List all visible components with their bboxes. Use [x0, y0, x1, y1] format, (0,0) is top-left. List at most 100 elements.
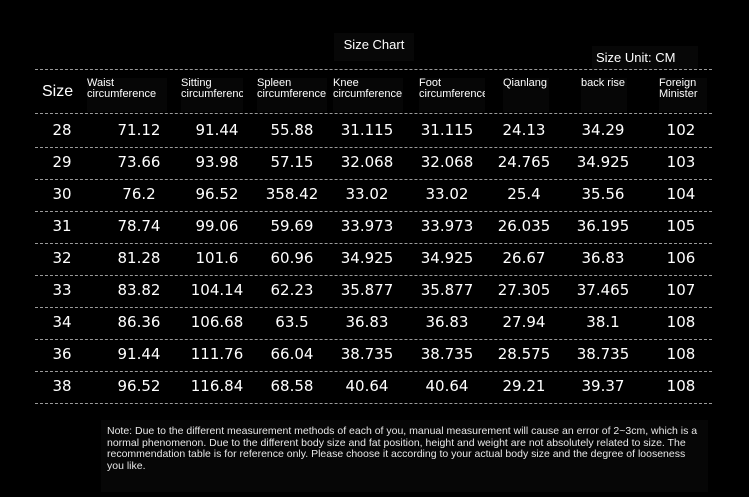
table-cell: 35.877: [420, 281, 474, 299]
table-cell: 31: [52, 217, 72, 235]
table-cell: 33.973: [420, 217, 474, 235]
table-cell: 66.04: [270, 345, 314, 363]
table-cell: 34.925: [340, 249, 394, 267]
table-cell: 91.44: [117, 345, 161, 363]
row-divider: [35, 275, 712, 276]
table-cell: 93.98: [195, 153, 239, 171]
size-unit-label: Size Unit: CM: [592, 46, 698, 70]
table-cell: 27.94: [502, 313, 546, 331]
table-cell: 34.925: [420, 249, 474, 267]
table-cell: 40.64: [345, 377, 389, 395]
table-cell: 99.06: [195, 217, 239, 235]
table-cell: 34.29: [581, 121, 625, 139]
table-cell: 26.67: [502, 249, 546, 267]
table-cell: 111.76: [190, 345, 244, 363]
table-cell: 32.068: [420, 153, 474, 171]
row-divider: [35, 307, 712, 308]
table-cell: 104: [666, 185, 696, 203]
table-cell: 34.925: [576, 153, 630, 171]
header-back-rise: back rise: [581, 78, 627, 112]
table-cell: 24.765: [497, 153, 551, 171]
table-cell: 34: [52, 313, 72, 331]
table-cell: 108: [666, 377, 696, 395]
table-cell: 68.58: [270, 377, 314, 395]
header-top-rule: [35, 69, 712, 70]
table-cell: 102: [666, 121, 696, 139]
table-cell: 55.88: [270, 121, 314, 139]
table-cell: 28: [52, 121, 72, 139]
table-cell: 40.64: [425, 377, 469, 395]
table-row: 30 76.2 96.52 358.42 33.02 33.02 25.4 35.56 104: [35, 178, 712, 210]
row-divider: [35, 211, 712, 212]
table-row: 33 83.82 104.14 62.23 35.877 35.877 27.305 37.4…: [35, 274, 712, 306]
table-cell: 81.28: [117, 249, 161, 267]
table-cell: 36: [52, 345, 72, 363]
header-size: Size: [42, 83, 74, 100]
table-cell: 37.465: [576, 281, 630, 299]
table-cell: 101.6: [195, 249, 239, 267]
table-cell: 32.068: [340, 153, 394, 171]
table-cell: 33: [52, 281, 72, 299]
header-foreign-minister: Foreign Minister: [659, 78, 707, 112]
table-cell: 108: [666, 313, 696, 331]
chart-title: Size Chart: [334, 33, 414, 61]
table-cell: 57.15: [270, 153, 314, 171]
table-row: 32 81.28 101.6 60.96 34.925 34.925 26.67 36.83 1…: [35, 242, 712, 274]
table-cell: 39.37: [581, 377, 625, 395]
table-row: 38 96.52 116.84 68.58 40.64 40.64 29.21 39.37 10…: [35, 370, 712, 402]
table-cell: 29.21: [502, 377, 546, 395]
table-cell: 116.84: [190, 377, 244, 395]
table-cell: 358.42: [265, 185, 319, 203]
table-cell: 103: [666, 153, 696, 171]
row-divider: [35, 371, 712, 372]
table-row: 28 71.12 91.44 55.88 31.115 31.115 24.13 34.29 1…: [35, 114, 712, 146]
header-waist: Waist circumference: [87, 78, 167, 112]
table-cell: 76.2: [122, 185, 156, 203]
header-spleen: Spleen circumference: [257, 78, 327, 112]
table-cell: 62.23: [270, 281, 314, 299]
table-cell: 24.13: [502, 121, 546, 139]
table-cell: 32: [52, 249, 72, 267]
table-cell: 38.735: [340, 345, 394, 363]
table-cell: 35.877: [340, 281, 394, 299]
table-cell: 36.83: [345, 313, 389, 331]
table-cell: 83.82: [117, 281, 161, 299]
table-cell: 35.56: [581, 185, 625, 203]
row-divider: [35, 147, 712, 148]
row-divider: [35, 339, 712, 340]
table-cell: 30: [52, 185, 72, 203]
table-cell: 31.115: [420, 121, 474, 139]
table-row: 29 73.66 93.98 57.15 32.068 32.068 24.765 34.92…: [35, 146, 712, 178]
table-cell: 36.83: [425, 313, 469, 331]
table-cell: 33.02: [425, 185, 469, 203]
table-cell: 26.035: [497, 217, 551, 235]
table-cell: 38.735: [576, 345, 630, 363]
table-cell: 36.83: [581, 249, 625, 267]
table-cell: 78.74: [117, 217, 161, 235]
table-cell: 36.195: [576, 217, 630, 235]
table-cell: 108: [666, 345, 696, 363]
table-cell: 63.5: [275, 313, 309, 331]
table-cell: 106: [666, 249, 696, 267]
table-cell: 38: [52, 377, 72, 395]
table-cell: 28.575: [497, 345, 551, 363]
table-cell: 33.02: [345, 185, 389, 203]
table-row: 31 78.74 99.06 59.69 33.973 33.973 26.035 36.19…: [35, 210, 712, 242]
table-cell: 86.36: [117, 313, 161, 331]
row-divider: [35, 403, 712, 404]
table-cell: 31.115: [340, 121, 394, 139]
table-cell: 27.305: [497, 281, 551, 299]
measurement-note: Note: Due to the different measurement m…: [101, 420, 708, 492]
table-cell: 59.69: [270, 217, 314, 235]
table-cell: 73.66: [117, 153, 161, 171]
table-cell: 71.12: [117, 121, 161, 139]
table-cell: 38.1: [586, 313, 620, 331]
header-knee: Knee circumference: [333, 78, 403, 112]
table-cell: 91.44: [195, 121, 239, 139]
table-cell: 25.4: [507, 185, 541, 203]
table-cell: 96.52: [117, 377, 161, 395]
header-qianlang: Qianlang: [503, 78, 549, 112]
table-cell: 107: [666, 281, 696, 299]
table-cell: 106.68: [190, 313, 244, 331]
table-cell: 105: [666, 217, 696, 235]
